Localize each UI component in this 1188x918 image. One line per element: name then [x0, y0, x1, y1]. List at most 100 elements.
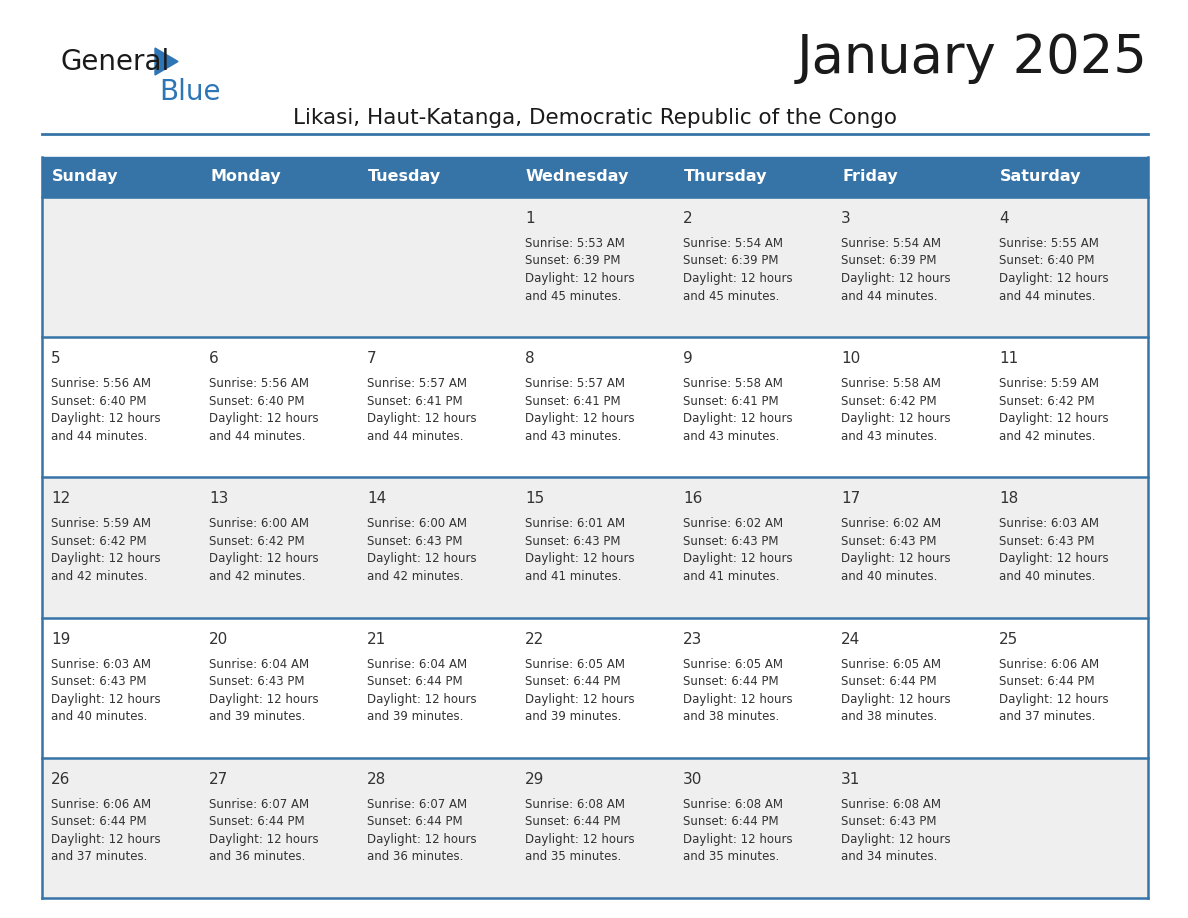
Text: Daylight: 12 hours: Daylight: 12 hours	[683, 692, 792, 706]
Text: 23: 23	[683, 632, 702, 646]
Text: and 45 minutes.: and 45 minutes.	[525, 289, 621, 303]
Text: Friday: Friday	[842, 170, 898, 185]
Text: Sunset: 6:39 PM: Sunset: 6:39 PM	[683, 254, 778, 267]
Polygon shape	[154, 48, 178, 75]
Text: Sunrise: 5:57 AM: Sunrise: 5:57 AM	[367, 377, 467, 390]
Text: 27: 27	[209, 772, 228, 787]
Text: 8: 8	[525, 352, 535, 366]
Text: Daylight: 12 hours: Daylight: 12 hours	[999, 272, 1108, 285]
Text: and 40 minutes.: and 40 minutes.	[999, 570, 1095, 583]
Text: Daylight: 12 hours: Daylight: 12 hours	[367, 553, 476, 565]
Text: and 44 minutes.: and 44 minutes.	[999, 289, 1095, 303]
Text: Sunset: 6:40 PM: Sunset: 6:40 PM	[51, 395, 146, 408]
Text: and 42 minutes.: and 42 minutes.	[999, 430, 1095, 442]
Text: Sunset: 6:44 PM: Sunset: 6:44 PM	[367, 815, 462, 828]
Text: and 41 minutes.: and 41 minutes.	[683, 570, 779, 583]
Text: and 45 minutes.: and 45 minutes.	[683, 289, 779, 303]
Text: Daylight: 12 hours: Daylight: 12 hours	[51, 833, 160, 845]
Bar	[42, 157, 1148, 197]
Text: Sunrise: 6:00 AM: Sunrise: 6:00 AM	[209, 518, 309, 531]
Text: 6: 6	[209, 352, 219, 366]
Text: Sunset: 6:44 PM: Sunset: 6:44 PM	[209, 815, 304, 828]
Text: Daylight: 12 hours: Daylight: 12 hours	[999, 692, 1108, 706]
Text: and 36 minutes.: and 36 minutes.	[209, 850, 305, 863]
Text: Daylight: 12 hours: Daylight: 12 hours	[209, 553, 318, 565]
Text: Sunset: 6:43 PM: Sunset: 6:43 PM	[683, 535, 778, 548]
Text: Likasi, Haut-Katanga, Democratic Republic of the Congo: Likasi, Haut-Katanga, Democratic Republi…	[293, 108, 897, 128]
Text: Sunrise: 6:03 AM: Sunrise: 6:03 AM	[999, 518, 1099, 531]
Text: Sunset: 6:43 PM: Sunset: 6:43 PM	[209, 675, 304, 688]
Text: Sunset: 6:43 PM: Sunset: 6:43 PM	[999, 535, 1094, 548]
Text: 20: 20	[209, 632, 228, 646]
Text: Sunset: 6:41 PM: Sunset: 6:41 PM	[525, 395, 620, 408]
Text: Sunset: 6:44 PM: Sunset: 6:44 PM	[841, 675, 936, 688]
Text: Sunset: 6:44 PM: Sunset: 6:44 PM	[525, 675, 620, 688]
Bar	[42, 337, 1148, 477]
Text: Sunrise: 5:54 AM: Sunrise: 5:54 AM	[683, 237, 783, 250]
Text: 24: 24	[841, 632, 860, 646]
Text: Sunrise: 6:06 AM: Sunrise: 6:06 AM	[51, 798, 151, 811]
Text: and 44 minutes.: and 44 minutes.	[841, 289, 937, 303]
Text: 10: 10	[841, 352, 860, 366]
Text: Sunrise: 6:04 AM: Sunrise: 6:04 AM	[209, 657, 309, 671]
Text: Sunset: 6:39 PM: Sunset: 6:39 PM	[525, 254, 620, 267]
Text: Daylight: 12 hours: Daylight: 12 hours	[51, 553, 160, 565]
Text: Sunrise: 5:56 AM: Sunrise: 5:56 AM	[51, 377, 151, 390]
Text: Sunset: 6:43 PM: Sunset: 6:43 PM	[51, 675, 146, 688]
Text: Sunset: 6:44 PM: Sunset: 6:44 PM	[367, 675, 462, 688]
Text: Sunset: 6:42 PM: Sunset: 6:42 PM	[841, 395, 936, 408]
Text: Sunset: 6:44 PM: Sunset: 6:44 PM	[525, 815, 620, 828]
Text: Daylight: 12 hours: Daylight: 12 hours	[683, 412, 792, 425]
Text: Sunset: 6:41 PM: Sunset: 6:41 PM	[683, 395, 778, 408]
Text: 28: 28	[367, 772, 386, 787]
Text: Daylight: 12 hours: Daylight: 12 hours	[841, 412, 950, 425]
Text: Sunset: 6:42 PM: Sunset: 6:42 PM	[999, 395, 1094, 408]
Text: 25: 25	[999, 632, 1018, 646]
Text: 7: 7	[367, 352, 377, 366]
Text: Daylight: 12 hours: Daylight: 12 hours	[209, 833, 318, 845]
Bar	[42, 477, 1148, 618]
Text: and 35 minutes.: and 35 minutes.	[525, 850, 621, 863]
Text: and 39 minutes.: and 39 minutes.	[525, 711, 621, 723]
Text: Sunset: 6:39 PM: Sunset: 6:39 PM	[841, 254, 936, 267]
Text: 9: 9	[683, 352, 693, 366]
Text: and 42 minutes.: and 42 minutes.	[367, 570, 463, 583]
Text: Daylight: 12 hours: Daylight: 12 hours	[841, 833, 950, 845]
Text: Sunrise: 6:05 AM: Sunrise: 6:05 AM	[525, 657, 625, 671]
Text: Sunrise: 6:04 AM: Sunrise: 6:04 AM	[367, 657, 467, 671]
Text: Daylight: 12 hours: Daylight: 12 hours	[841, 272, 950, 285]
Text: Daylight: 12 hours: Daylight: 12 hours	[683, 553, 792, 565]
Text: Daylight: 12 hours: Daylight: 12 hours	[367, 833, 476, 845]
Text: Sunrise: 6:03 AM: Sunrise: 6:03 AM	[51, 657, 151, 671]
Text: Sunrise: 5:58 AM: Sunrise: 5:58 AM	[683, 377, 783, 390]
Text: Sunrise: 6:02 AM: Sunrise: 6:02 AM	[683, 518, 783, 531]
Text: 13: 13	[209, 491, 228, 507]
Text: Daylight: 12 hours: Daylight: 12 hours	[367, 692, 476, 706]
Text: Sunset: 6:43 PM: Sunset: 6:43 PM	[525, 535, 620, 548]
Text: Sunrise: 6:05 AM: Sunrise: 6:05 AM	[841, 657, 941, 671]
Text: 30: 30	[683, 772, 702, 787]
Text: 31: 31	[841, 772, 860, 787]
Text: Sunrise: 5:57 AM: Sunrise: 5:57 AM	[525, 377, 625, 390]
Text: 2: 2	[683, 211, 693, 226]
Text: and 34 minutes.: and 34 minutes.	[841, 850, 937, 863]
Text: and 44 minutes.: and 44 minutes.	[367, 430, 463, 442]
Text: Sunset: 6:40 PM: Sunset: 6:40 PM	[209, 395, 304, 408]
Text: Daylight: 12 hours: Daylight: 12 hours	[525, 833, 634, 845]
Text: and 42 minutes.: and 42 minutes.	[51, 570, 147, 583]
Text: 21: 21	[367, 632, 386, 646]
Bar	[42, 197, 1148, 337]
Text: Daylight: 12 hours: Daylight: 12 hours	[683, 272, 792, 285]
Text: and 35 minutes.: and 35 minutes.	[683, 850, 779, 863]
Text: Sunrise: 6:07 AM: Sunrise: 6:07 AM	[209, 798, 309, 811]
Text: Sunrise: 5:55 AM: Sunrise: 5:55 AM	[999, 237, 1099, 250]
Text: Sunrise: 5:59 AM: Sunrise: 5:59 AM	[51, 518, 151, 531]
Text: and 43 minutes.: and 43 minutes.	[525, 430, 621, 442]
Text: and 42 minutes.: and 42 minutes.	[209, 570, 305, 583]
Text: Sunset: 6:42 PM: Sunset: 6:42 PM	[51, 535, 146, 548]
Text: Sunrise: 6:00 AM: Sunrise: 6:00 AM	[367, 518, 467, 531]
Text: Sunrise: 6:08 AM: Sunrise: 6:08 AM	[525, 798, 625, 811]
Text: Sunset: 6:43 PM: Sunset: 6:43 PM	[841, 535, 936, 548]
Text: Sunset: 6:44 PM: Sunset: 6:44 PM	[683, 675, 778, 688]
Text: January 2025: January 2025	[797, 32, 1148, 84]
